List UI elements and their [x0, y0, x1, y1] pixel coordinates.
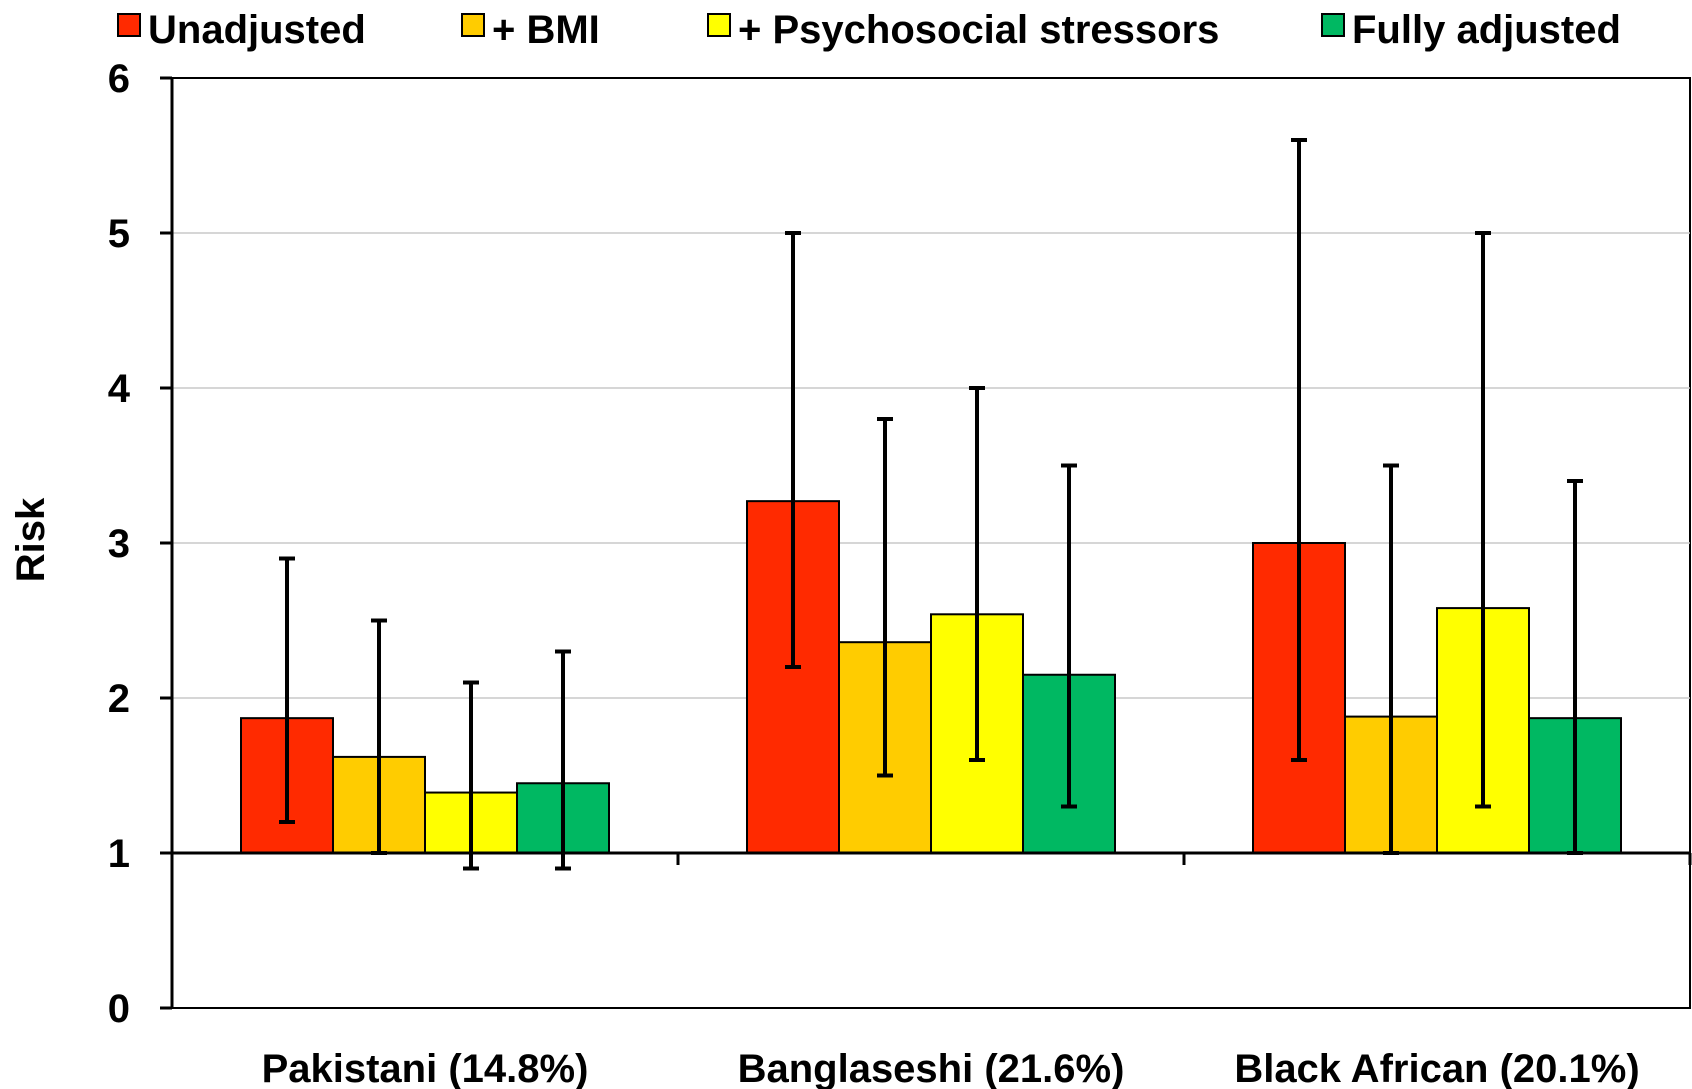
- legend-label: + Psychosocial stressors: [738, 8, 1219, 52]
- y-tick-label: 6: [108, 57, 130, 101]
- error-bars: [279, 138, 1583, 871]
- gridlines: [171, 77, 1691, 1009]
- legend-item: Unadjusted: [117, 8, 366, 52]
- legend-swatch: [117, 13, 141, 37]
- y-tick-label: 4: [108, 367, 131, 411]
- y-tick-label: 5: [108, 212, 130, 256]
- legend-label: Fully adjusted: [1352, 8, 1621, 52]
- x-category-label: Pakistani (14.8%): [262, 1047, 589, 1089]
- legend-swatch: [461, 13, 485, 37]
- y-tick-label: 2: [108, 677, 130, 721]
- legend-item: + BMI: [461, 8, 600, 52]
- y-tick-label: 1: [108, 832, 130, 876]
- legend-item: + Psychosocial stressors: [707, 8, 1219, 52]
- legend-swatch: [707, 13, 731, 37]
- bars: [240, 500, 1622, 855]
- y-tick-label: 0: [108, 987, 130, 1031]
- axes: [160, 76, 1692, 1010]
- x-category-label: Black African (20.1%): [1234, 1047, 1639, 1089]
- legend-label: Unadjusted: [148, 8, 366, 52]
- y-tick-label: 3: [108, 522, 130, 566]
- y-axis-label: Risk: [9, 497, 53, 582]
- legend-label: + BMI: [492, 8, 600, 52]
- x-category-label: Banglaseshi (21.6%): [738, 1047, 1125, 1089]
- legend: Unadjusted + BMI + Psychosocial stressors F…: [117, 8, 1621, 52]
- legend-swatch: [1321, 13, 1345, 37]
- legend-item: Fully adjusted: [1321, 8, 1621, 52]
- tick-labels: 0 1 2 3 4 5 6 Pakistani (14.8%) Banglaseshi (21.…: [108, 57, 1640, 1089]
